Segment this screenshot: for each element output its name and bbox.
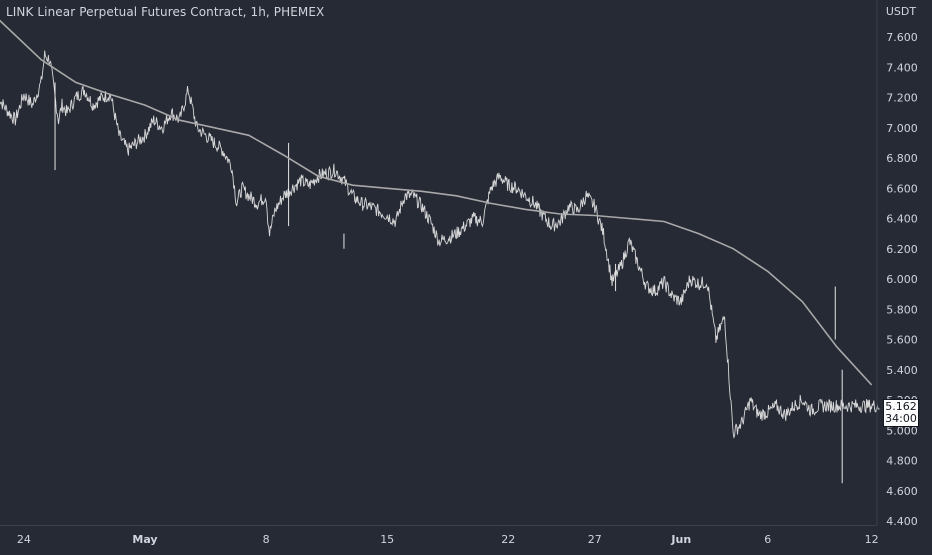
y-tick-label: 7.400 (886, 61, 918, 74)
y-tick-label: 4.800 (886, 455, 918, 468)
last-price-label: 5.162 34:00 (883, 398, 919, 427)
y-tick-label: 6.800 (886, 152, 918, 165)
y-tick-label: 4.600 (886, 485, 918, 498)
y-tick-label: 7.200 (886, 92, 918, 105)
x-tick-label: 15 (380, 533, 394, 546)
y-tick-label: 5.000 (886, 424, 918, 437)
chart-title: LINK Linear Perpetual Futures Contract, … (6, 5, 325, 19)
x-tick-label: 22 (501, 533, 515, 546)
time-axis[interactable]: 24 May 8 15 22 27 Jun 6 12 (0, 525, 879, 547)
y-tick-label: 5.400 (886, 364, 918, 377)
price-axis[interactable]: USDT 7.600 7.400 7.200 7.000 6.800 6.600 6.400 6… (876, 0, 918, 528)
y-tick-label: 5.800 (886, 303, 918, 316)
x-tick-label: 24 (17, 533, 31, 546)
y-tick-label: 6.200 (886, 243, 918, 256)
x-tick-label: 12 (865, 533, 879, 546)
x-tick-label: May (132, 533, 157, 546)
x-tick-label: Jun (670, 533, 691, 546)
price-series (0, 50, 880, 439)
y-tick-label: 6.000 (886, 273, 918, 286)
y-tick-label: 4.400 (886, 515, 918, 528)
last-price-value: 5.162 (885, 399, 917, 413)
y-tick-label: 6.400 (886, 213, 918, 226)
moving-average-line (0, 19, 873, 386)
y-tick-label: 5.600 (886, 334, 918, 347)
plot-area[interactable] (0, 19, 880, 484)
y-tick-label: 7.600 (886, 31, 918, 44)
y-tick-label: 6.600 (886, 182, 918, 195)
currency-label: USDT (886, 5, 917, 18)
bar-countdown: 34:00 (885, 411, 917, 425)
x-tick-label: 8 (263, 533, 270, 546)
y-tick-label: 7.000 (886, 122, 918, 135)
x-tick-label: 6 (764, 533, 771, 546)
x-tick-label: 27 (588, 533, 602, 546)
